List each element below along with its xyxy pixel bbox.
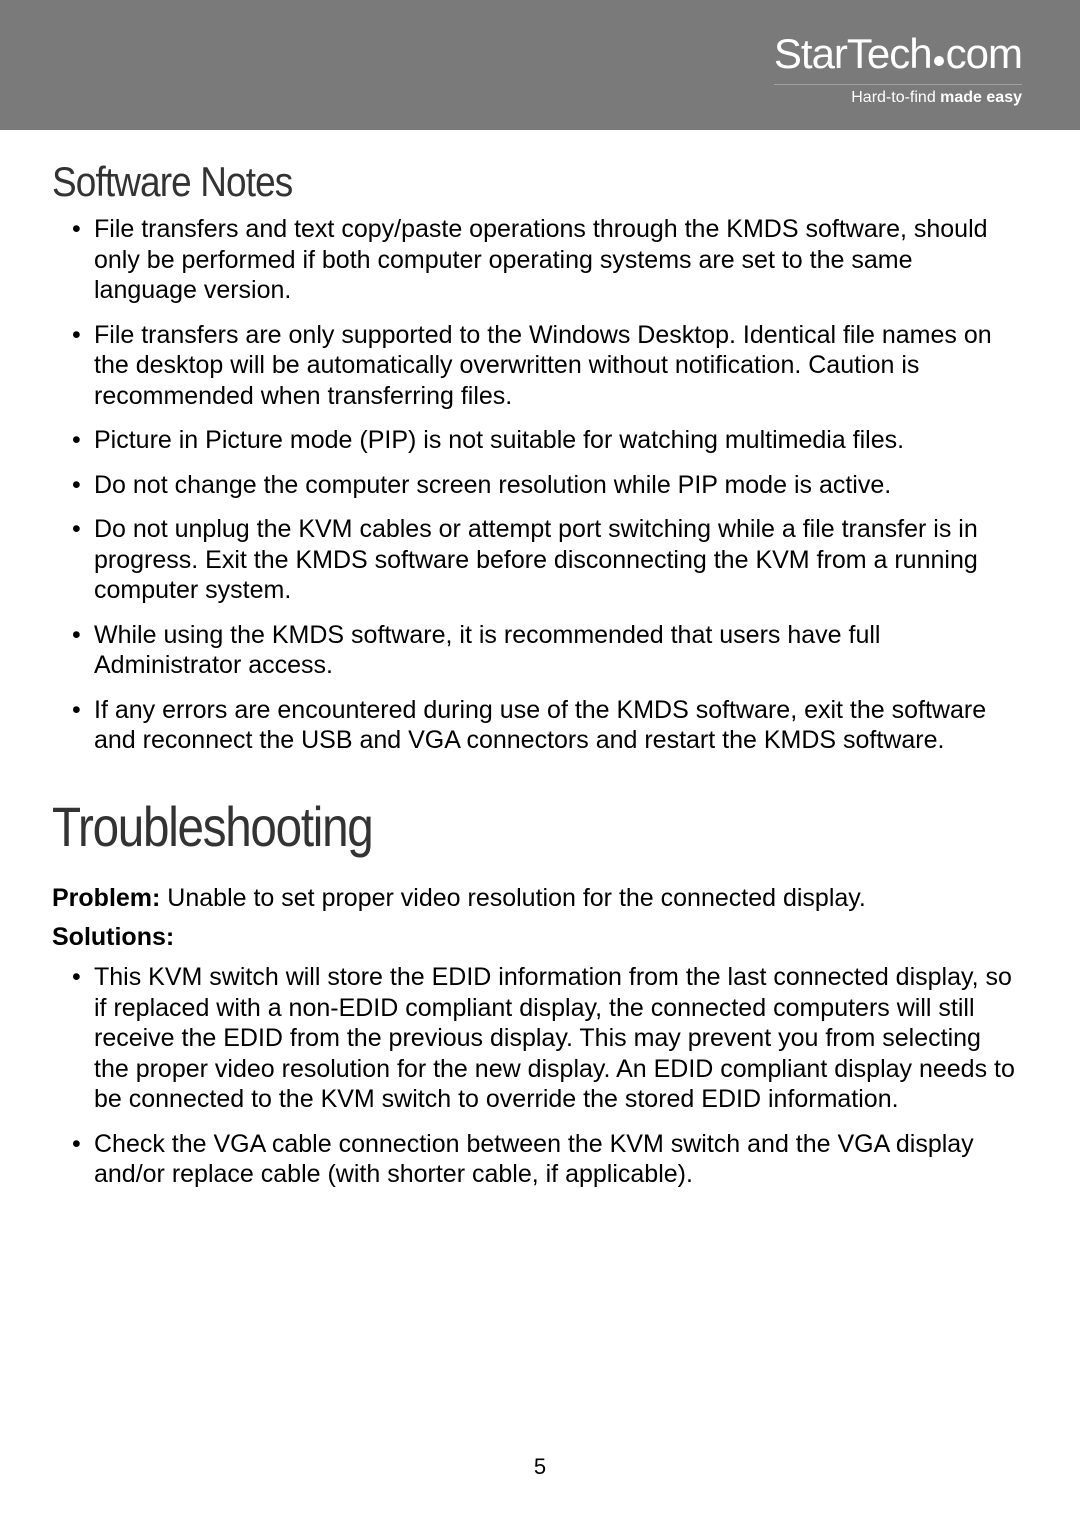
list-item: Picture in Picture mode (PIP) is not sui… xyxy=(94,425,1020,456)
page-number: 5 xyxy=(0,1454,1080,1480)
list-item: Do not unplug the KVM cables or attempt … xyxy=(94,514,1020,606)
software-notes-heading: Software Notes xyxy=(52,158,904,206)
list-item: File transfers are only supported to the… xyxy=(94,320,1020,412)
solutions-label: Solutions: xyxy=(52,923,1020,952)
list-item: If any errors are encountered during use… xyxy=(94,695,1020,756)
software-notes-list: File transfers and text copy/paste opera… xyxy=(52,214,1020,756)
problem-line: Problem: Unable to set proper video reso… xyxy=(52,883,1020,914)
list-item: While using the KMDS software, it is rec… xyxy=(94,620,1020,681)
header-bar: StarTech com Hard-to-find made easy xyxy=(0,0,1080,130)
list-item: Do not change the computer screen resolu… xyxy=(94,470,1020,501)
problem-label: Problem: xyxy=(52,884,160,912)
troubleshooting-heading: Troubleshooting xyxy=(52,794,875,859)
logo-dot-icon xyxy=(934,56,944,66)
solutions-list: This KVM switch will store the EDID info… xyxy=(52,962,1020,1190)
tagline: Hard-to-find made easy xyxy=(774,84,1022,107)
logo-text: StarTech com xyxy=(774,30,1022,78)
page-content: Software Notes File transfers and text c… xyxy=(0,130,1080,1190)
list-item: File transfers and text copy/paste opera… xyxy=(94,214,1020,306)
brand-logo: StarTech com Hard-to-find made easy xyxy=(774,30,1022,107)
logo-part2: com xyxy=(946,30,1022,77)
problem-text: Unable to set proper video resolution fo… xyxy=(160,884,866,912)
tagline-bold: made easy xyxy=(940,89,1022,106)
list-item: Check the VGA cable connection between t… xyxy=(94,1129,1020,1190)
logo-part1: StarTech xyxy=(774,30,932,77)
tagline-normal: Hard-to-find xyxy=(851,89,940,106)
list-item: This KVM switch will store the EDID info… xyxy=(94,962,1020,1115)
